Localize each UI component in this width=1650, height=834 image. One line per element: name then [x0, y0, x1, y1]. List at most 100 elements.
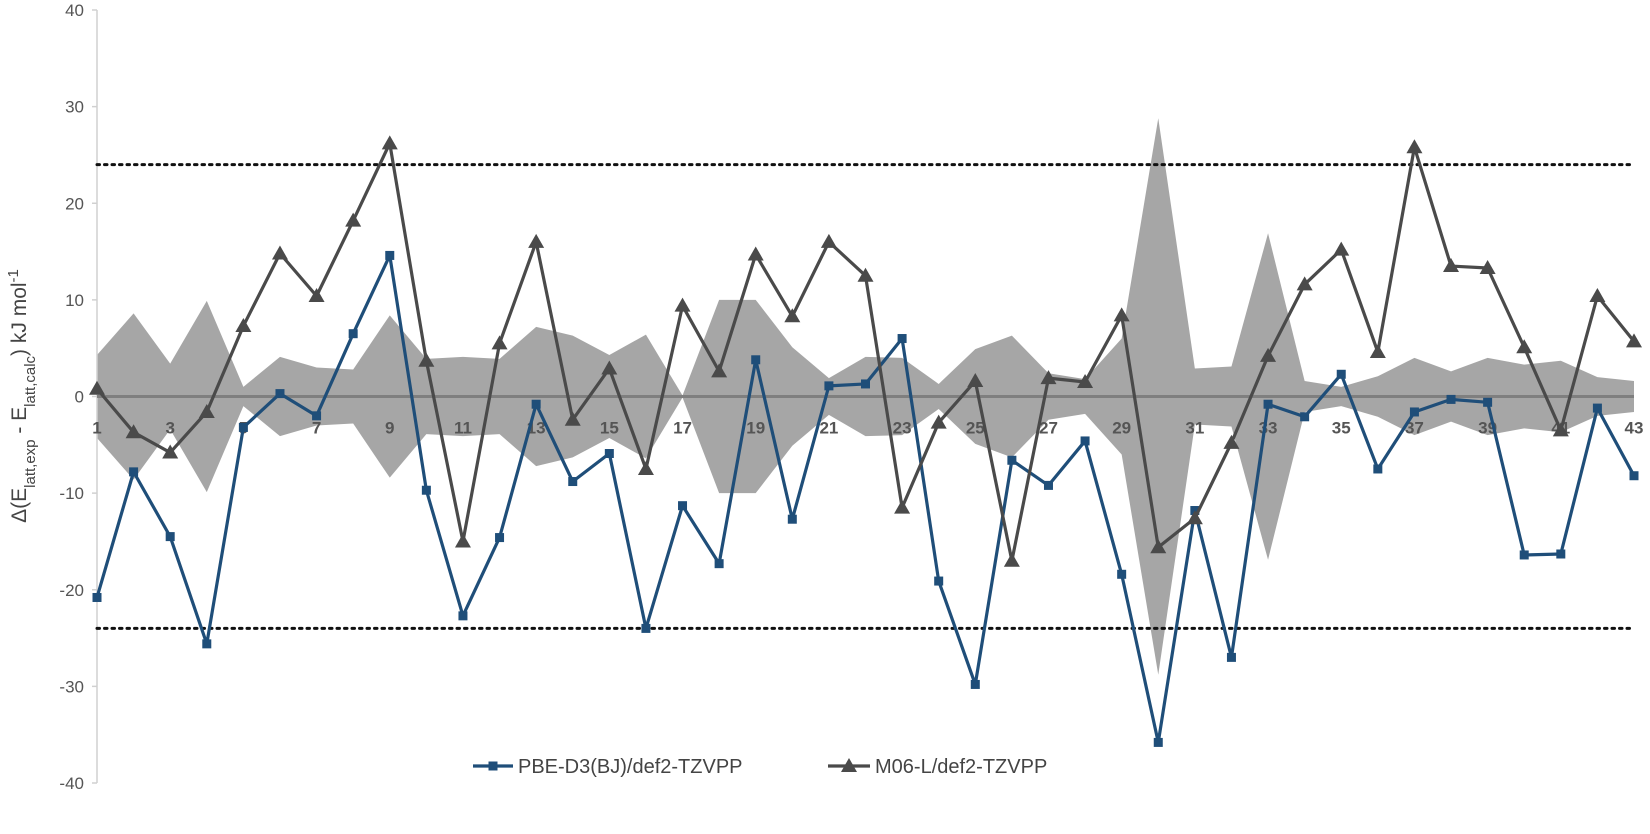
data-point: [198, 403, 215, 418]
data-point: [1519, 550, 1529, 560]
x-tick-label: 1: [92, 419, 101, 438]
data-point: [1003, 552, 1020, 567]
data-point: [894, 499, 911, 514]
data-point: [1483, 397, 1493, 407]
data-point: [1446, 394, 1456, 404]
data-point: [1336, 369, 1346, 379]
x-tick-label: 31: [1185, 419, 1204, 438]
data-point: [454, 533, 471, 548]
x-tick-label: 23: [893, 419, 912, 438]
data-point: [1113, 307, 1130, 322]
y-tick-label: 40: [65, 1, 84, 20]
y-axis-label: Δ(Elatt,exp - Elatt,calc) kJ mol-1: [5, 269, 39, 523]
x-tick-label: 15: [600, 419, 619, 438]
data-point: [491, 335, 508, 350]
data-point: [1373, 464, 1383, 474]
data-point: [92, 592, 102, 602]
data-point: [820, 233, 837, 248]
legend-marker: [841, 758, 857, 772]
legend: PBE-D3(BJ)/def2-TZVPP M06-L/def2-TZVPP: [473, 756, 1047, 778]
data-point: [934, 576, 944, 586]
data-point: [528, 233, 545, 248]
data-point: [1226, 652, 1236, 662]
x-tick-label: 3: [165, 419, 174, 438]
data-point: [674, 297, 691, 312]
data-point: [714, 559, 724, 569]
data-point: [601, 360, 618, 375]
data-point: [604, 449, 614, 459]
data-point: [418, 352, 435, 367]
data-point: [1260, 347, 1277, 362]
data-point: [1333, 241, 1350, 256]
data-point: [202, 639, 212, 649]
y-axis: -40 -30 -20 -10 0 10 20 30 40: [59, 1, 98, 793]
x-tick-label: 37: [1405, 419, 1424, 438]
data-point: [1186, 510, 1203, 525]
data-point: [970, 679, 980, 689]
x-tick-label: 43: [1625, 419, 1644, 438]
y-tick-label: -40: [59, 774, 84, 793]
data-point: [1007, 455, 1017, 465]
data-point: [162, 444, 179, 459]
data-point: [1406, 139, 1423, 154]
x-tick-label: 25: [966, 419, 985, 438]
data-point: [897, 334, 907, 344]
data-point: [1556, 549, 1566, 559]
data-point: [967, 373, 984, 388]
data-point: [165, 532, 175, 542]
data-point: [458, 611, 468, 621]
data-point: [1552, 422, 1569, 437]
y-tick-label: -10: [59, 484, 84, 503]
data-point: [348, 329, 358, 339]
x-tick-label: 29: [1112, 419, 1131, 438]
data-point: [751, 355, 761, 365]
data-point: [1516, 339, 1533, 354]
x-tick-label: 17: [673, 419, 692, 438]
data-point: [1080, 436, 1090, 446]
y-tick-label: 10: [65, 291, 84, 310]
data-point: [381, 135, 398, 150]
data-point: [312, 411, 322, 421]
legend-marker: [488, 761, 498, 771]
y-tick-label: 20: [65, 194, 84, 213]
data-point: [345, 212, 362, 227]
data-point: [495, 533, 505, 543]
data-point: [421, 485, 431, 495]
y-tick-label: 0: [75, 388, 84, 407]
data-point: [531, 399, 541, 409]
data-point: [1077, 374, 1094, 389]
data-point: [1626, 333, 1642, 348]
x-tick-label: 33: [1259, 419, 1278, 438]
data-point: [861, 379, 870, 389]
y-axis-title: Δ(Elatt,exp - Elatt,calc) kJ mol-1: [5, 269, 39, 523]
series-layer: [89, 135, 1642, 747]
data-point: [1117, 569, 1127, 579]
x-tick-label: 11: [454, 419, 472, 438]
data-point: [1479, 259, 1496, 274]
data-point: [564, 411, 581, 426]
data-point: [129, 467, 139, 477]
x-tick-label: 27: [1039, 419, 1058, 438]
x-tick-label: 7: [312, 419, 321, 438]
data-point: [275, 389, 285, 399]
data-point: [1409, 407, 1419, 417]
data-point: [1592, 403, 1602, 413]
data-point: [1296, 276, 1313, 291]
series-line: [95, 141, 1636, 563]
data-point: [1153, 737, 1163, 747]
legend-item-pbe: PBE-D3(BJ)/def2-TZVPP: [473, 756, 743, 778]
data-point: [1629, 471, 1639, 481]
data-point: [271, 245, 288, 260]
data-point: [125, 424, 142, 439]
legend-label: M06-L/def2-TZVPP: [875, 756, 1047, 778]
data-point: [1443, 258, 1460, 273]
data-point: [1300, 412, 1310, 422]
data-point: [1223, 434, 1240, 449]
data-point: [787, 514, 797, 524]
data-point: [1589, 288, 1606, 303]
data-point: [784, 308, 801, 323]
data-point: [89, 380, 105, 395]
data-point: [308, 288, 325, 303]
x-tick-label: 9: [385, 419, 394, 438]
